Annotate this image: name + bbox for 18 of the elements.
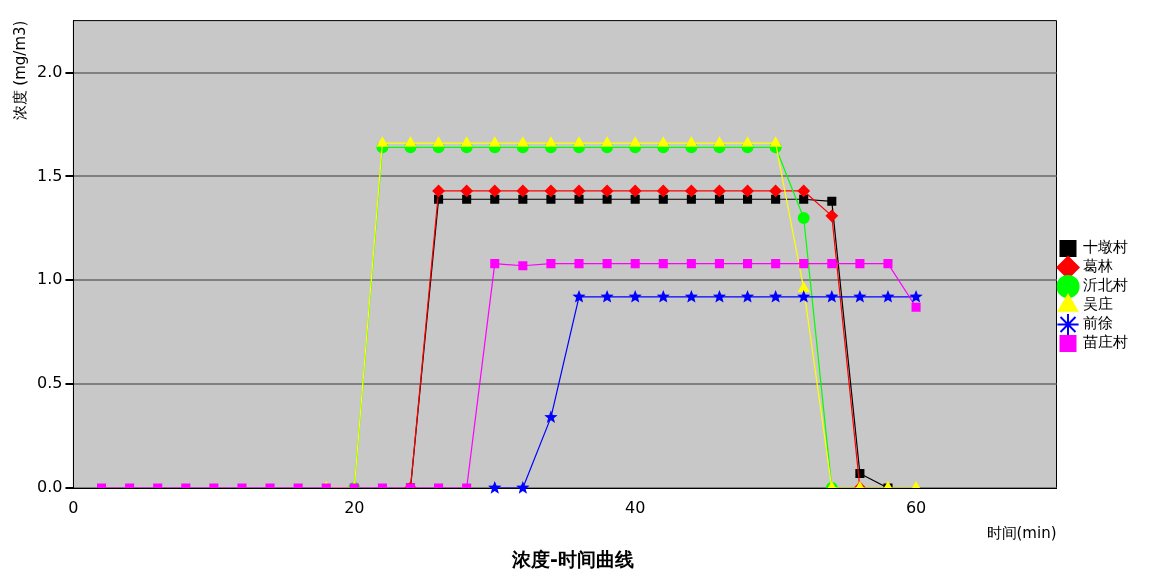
x-tick-label: 40: [625, 497, 646, 517]
x-tick-label: 0: [68, 497, 79, 517]
y-tick-label: 2.0: [36, 61, 63, 81]
legend-label: 苗庄村: [1083, 333, 1128, 352]
text: 浓度-时间曲线: [511, 547, 634, 570]
legend-label: 吴庄: [1083, 295, 1113, 314]
y-tick-label: 0.0: [36, 477, 63, 497]
legend-label: 沂北村: [1083, 276, 1128, 295]
y-tick-label: 0.5: [36, 373, 63, 393]
legend-label: 十墩村: [1083, 238, 1128, 257]
y-tick-label: 1.5: [36, 165, 63, 185]
y-tick-label: 1.0: [36, 269, 63, 289]
x-axis-title: 时间(min): [986, 524, 1057, 543]
legend-label: 葛林: [1083, 257, 1113, 276]
legend-label: 前徐: [1083, 314, 1113, 333]
x-tick-label: 20: [344, 497, 365, 517]
x-tick-label: 60: [905, 497, 927, 517]
y-axis-title: 浓度 (mg/m3): [10, 20, 29, 121]
